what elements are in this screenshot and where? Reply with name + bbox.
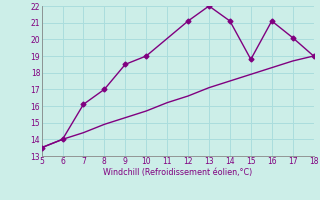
- X-axis label: Windchill (Refroidissement éolien,°C): Windchill (Refroidissement éolien,°C): [103, 168, 252, 177]
